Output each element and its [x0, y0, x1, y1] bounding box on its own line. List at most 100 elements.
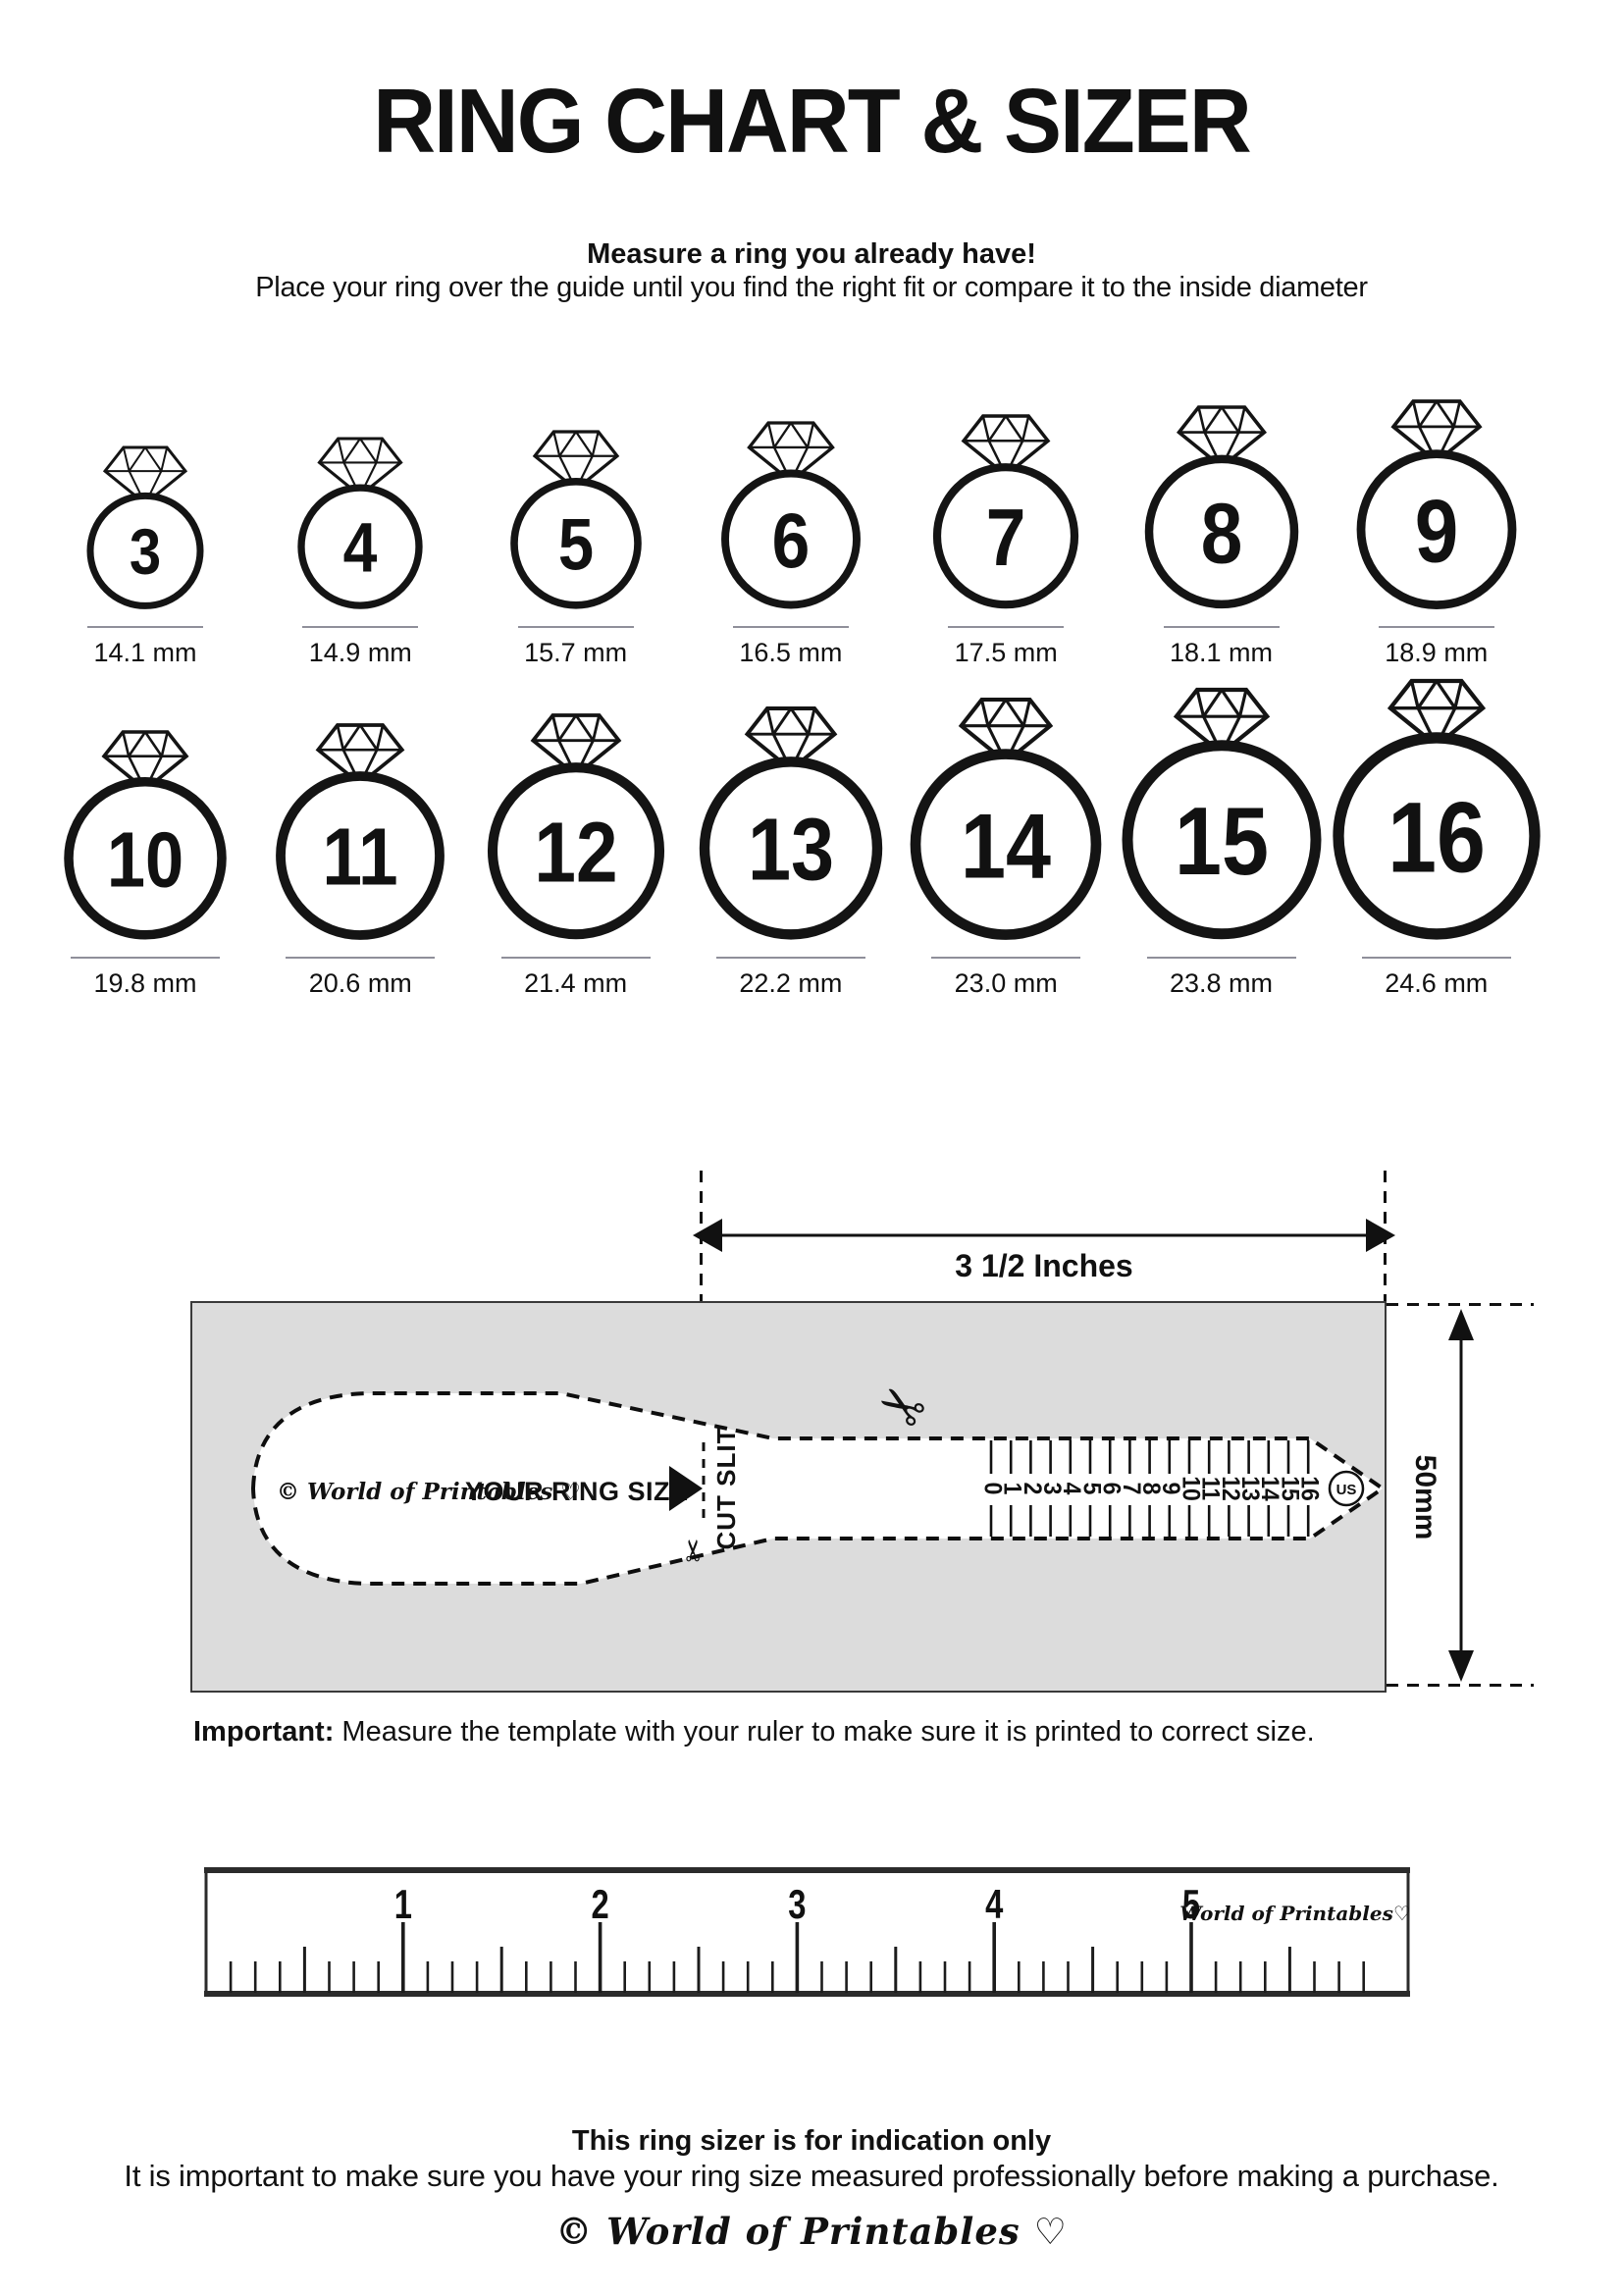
ring-underline — [87, 626, 203, 628]
ring-sizer-template: ✂ ✂ © World of Printables ♡ YOUR RING SI… — [250, 1368, 1384, 1586]
diamond-facet-line — [359, 438, 378, 463]
diamond-facet-line — [128, 731, 147, 757]
ring-size-number: 12 — [534, 806, 617, 901]
ring-diameter-label: 19.8 mm — [93, 968, 197, 998]
subtitle-bold: Measure a ring you already have! — [587, 238, 1036, 270]
diamond-facet-line — [1435, 400, 1455, 428]
diamond-facet-line — [772, 422, 792, 448]
diamond-facet-line — [337, 438, 345, 463]
us-badge-circle — [1328, 1470, 1365, 1507]
us-badge-label: US — [1336, 1482, 1357, 1498]
sizer-scale-number: 11 — [1196, 1477, 1224, 1500]
ring-size-number: 8 — [1200, 487, 1242, 582]
sizer-scale-number: 10 — [1177, 1476, 1204, 1501]
ring-size-icon: 3 — [86, 445, 204, 609]
ruler-inch-number: 4 — [985, 1881, 1003, 1927]
ring-underline — [286, 957, 436, 959]
diamond-facet-line — [1416, 680, 1439, 709]
diamond-facet-line — [1201, 689, 1223, 718]
diamond-facet-line — [336, 724, 345, 751]
diamond-facet-line — [574, 714, 595, 742]
diamond-icon — [101, 730, 189, 793]
diamond-facet-line — [1452, 400, 1461, 428]
ring-diameter-label: 20.6 mm — [308, 968, 412, 998]
height-measure-label: 50mm — [1409, 1454, 1441, 1540]
ring-underline — [1146, 957, 1296, 959]
ring-size-icon: 14 — [910, 697, 1102, 940]
ring-size-icon: 16 — [1333, 678, 1541, 940]
ring-diameter-label: 23.8 mm — [1169, 968, 1274, 998]
sizer-scale-number: 5 — [1077, 1483, 1105, 1495]
width-measure-arrow — [693, 1219, 1395, 1252]
ring-underline — [1361, 957, 1511, 959]
diamond-facet-line — [1194, 689, 1205, 717]
bottom-dashed-guide — [1387, 1684, 1534, 1687]
ring-diameter-label: 16.5 mm — [739, 638, 843, 667]
diamond-facet-line — [143, 731, 163, 757]
sizer-scale-number: 14 — [1256, 1476, 1283, 1501]
important-text: Measure the template with your ruler to … — [334, 1716, 1315, 1748]
diamond-facet-line — [1435, 680, 1457, 709]
ring-size-icon: 5 — [509, 430, 642, 609]
diamond-facet-line — [122, 446, 131, 472]
diamond-facet-line — [789, 707, 810, 736]
ring-underline — [71, 957, 220, 959]
diamond-facet-line — [375, 438, 384, 463]
diamond-icon — [1387, 678, 1486, 749]
ring-underline — [517, 626, 634, 628]
ruler: 1 2 3 4 5 World of Printables♡ — [204, 1867, 1410, 1997]
ring-size-number: 3 — [130, 517, 161, 589]
diamond-icon — [961, 414, 1051, 478]
scissors-icon: ✂ — [864, 1368, 938, 1446]
ring-size-number: 11 — [323, 810, 398, 902]
ring-band-circle — [699, 757, 883, 940]
ring-diameter-label: 18.9 mm — [1385, 638, 1489, 667]
ring-band-circle — [487, 762, 664, 940]
diamond-facet-line — [160, 446, 169, 472]
ring-size-number: 13 — [748, 800, 834, 899]
diamond-facet-line — [1220, 406, 1239, 434]
ring-size-number: 4 — [343, 509, 378, 588]
diamond-facet-line — [160, 731, 169, 757]
ring-underline — [302, 626, 419, 628]
diamond-facet-line — [987, 415, 1008, 442]
diamond-facet-line — [550, 714, 560, 742]
ring-size-icon: 11 — [276, 723, 445, 940]
ruler-inch-number: 1 — [394, 1881, 412, 1927]
diamond-facet-line — [591, 431, 600, 456]
ruler-scale: 1 2 3 4 5 — [229, 1881, 1365, 1993]
sizer-scale-number: 9 — [1157, 1483, 1184, 1495]
diamond-facet-line — [574, 431, 594, 457]
diamond-facet-line — [122, 731, 131, 757]
diamond-facet-line — [986, 699, 1008, 727]
ring-underline — [1163, 626, 1280, 628]
diamond-facet-line — [1453, 680, 1463, 709]
important-note: Important: Measure the template with you… — [193, 1716, 1315, 1748]
ring-band-circle — [1144, 454, 1298, 609]
top-dashed-guide — [1387, 1303, 1534, 1306]
ring-diameter-label: 18.1 mm — [1169, 638, 1274, 667]
diamond-icon — [532, 430, 619, 492]
ring-underline — [732, 626, 849, 628]
diamond-facet-line — [359, 724, 379, 751]
ring-underline — [948, 626, 1065, 628]
diamond-icon — [530, 713, 621, 778]
ring-band-circle — [86, 492, 204, 609]
ring-size-icon: 15 — [1122, 687, 1321, 940]
sizer-template-box: ✂ ✂ © World of Printables ♡ YOUR RING SI… — [190, 1301, 1387, 1693]
sizer-scale-number: 1 — [998, 1483, 1025, 1495]
diamond-facet-line — [766, 422, 776, 448]
diamond-icon — [744, 706, 838, 772]
ring-size-icon: 12 — [487, 713, 664, 940]
ring-size-number: 16 — [1387, 782, 1486, 894]
ring-size-number: 10 — [107, 815, 183, 903]
ring-size-icon: 13 — [699, 706, 883, 940]
diamond-facet-line — [1411, 400, 1421, 428]
diamond-facet-line — [128, 446, 146, 472]
diamond-facet-line — [1004, 699, 1025, 727]
ring-size-icon: 10 — [64, 730, 227, 940]
diamond-facet-line — [376, 724, 385, 751]
small-scissors-icon: ✂ — [677, 1538, 711, 1562]
